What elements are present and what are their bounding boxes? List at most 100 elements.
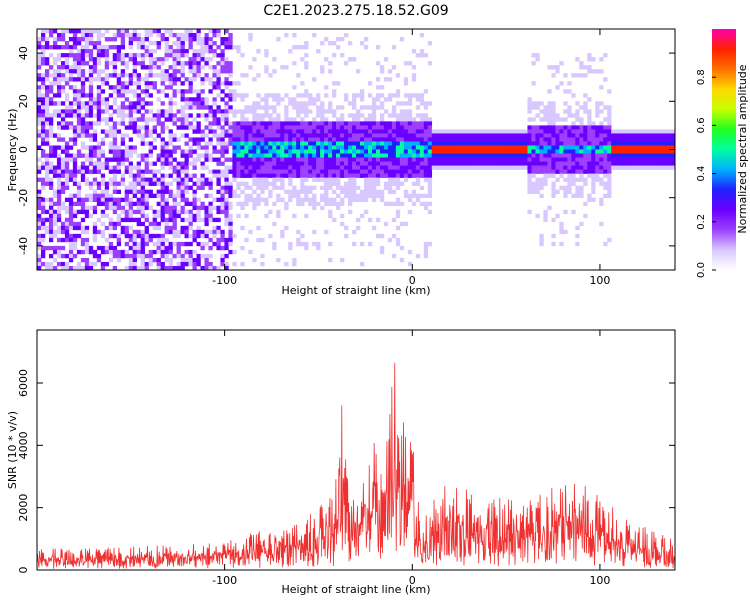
spectrogram-cell: [459, 165, 464, 170]
spectrogram-cell: [144, 109, 149, 114]
spectrogram-cell: [252, 145, 257, 150]
spectrogram-cell: [216, 237, 221, 243]
spectrogram-cell: [312, 33, 317, 38]
spectrogram-cell: [252, 197, 257, 203]
spectrogram-cell: [104, 133, 110, 138]
spectrogram-cell: [519, 141, 524, 146]
spectrogram-cell: [136, 209, 141, 215]
spectrogram-cell: [96, 57, 102, 62]
spectrogram-cell: [595, 161, 600, 166]
spectrogram-cell: [148, 81, 153, 86]
spectrogram-cell: [176, 117, 181, 122]
spectrogram-cell: [583, 165, 588, 170]
spectrogram-cell: [344, 225, 349, 231]
spectrogram-cell: [220, 253, 225, 259]
spectrogram-cell: [260, 113, 265, 118]
spectrogram-cell: [324, 117, 329, 122]
spectrogram-cell: [228, 165, 233, 170]
spectrogram-cell: [100, 69, 106, 74]
spectrogram-cell: [463, 129, 468, 134]
spectrogram-cell: [252, 173, 257, 178]
spectrogram-cell: [132, 189, 137, 194]
spectrogram-cell: [415, 113, 421, 118]
spectrogram-cell: [208, 121, 213, 126]
spectrogram-cell: [575, 233, 580, 239]
spectrogram-cell: [547, 109, 552, 114]
spectrogram-cell: [635, 157, 640, 162]
spectrogram-cell: [136, 217, 141, 223]
spectrogram-cell: [80, 217, 86, 223]
spectrogram-cell: [188, 29, 193, 34]
spectrogram-cell: [531, 149, 536, 154]
spectrogram-cell: [152, 221, 157, 227]
spectrogram-cell: [336, 133, 341, 138]
spectrogram-cell: [371, 181, 377, 186]
spectrogram-cell: [80, 205, 86, 211]
spectrogram-cell: [104, 77, 110, 82]
spectrogram-cell: [168, 45, 173, 50]
spectrogram-cell: [399, 137, 405, 142]
spectrogram-cell: [112, 45, 118, 50]
spectrogram-cell: [340, 165, 345, 170]
spectrogram-cell: [503, 133, 508, 138]
spectrogram-cell: [583, 105, 588, 110]
spectrogram-cell: [40, 53, 46, 58]
spectrogram-cell: [551, 145, 556, 150]
spectrogram-cell: [280, 149, 285, 154]
spectrogram-cell: [128, 105, 133, 110]
spectrogram-cell: [419, 161, 425, 166]
spectrogram-cell: [84, 165, 90, 170]
spectrogram-cell: [643, 161, 648, 166]
spectrogram-cell: [156, 225, 161, 231]
spectrogram-cell: [352, 121, 357, 126]
spectrogram-cell: [164, 109, 169, 114]
spectrogram-cell: [563, 145, 568, 150]
spectrogram-cell: [236, 141, 241, 146]
spectrogram-cell: [531, 157, 536, 162]
spectrogram-cell: [112, 101, 118, 106]
spectrogram-cell: [635, 129, 640, 134]
spectrogram-cell: [252, 101, 257, 106]
spectrogram-cell: [607, 165, 612, 170]
spectrogram-cell: [108, 129, 114, 134]
spectrogram-cell: [415, 121, 421, 126]
spectrogram-cell: [64, 161, 70, 166]
spectrogram-cell: [37, 237, 42, 243]
spectrogram-cell: [88, 145, 94, 150]
spectrogram-cell: [88, 85, 94, 90]
spectrogram-cell: [399, 245, 405, 251]
spectrogram-cell: [100, 193, 106, 198]
spectrogram-cell: [252, 189, 257, 194]
spectrogram-cell: [37, 113, 42, 118]
spectrogram-cell: [395, 161, 401, 166]
spectrogram-cell: [108, 233, 114, 239]
spectrogram-cell: [663, 157, 668, 162]
spectrogram-cell: [316, 169, 321, 174]
spectrogram-cell: [184, 249, 189, 255]
spectrogram-cell: [76, 193, 82, 198]
spectrogram-cell: [37, 145, 42, 150]
spectrogram-cell: [543, 173, 548, 178]
spectrogram-cell: [168, 101, 173, 106]
spectrogram-cell: [180, 49, 185, 54]
spectrogram-cell: [116, 217, 122, 223]
spectrogram-cell: [64, 149, 70, 154]
spectrogram-cell: [611, 137, 616, 142]
spectrogram-cell: [527, 97, 532, 102]
spectrogram-cell: [280, 121, 285, 126]
spectrogram-cell: [172, 137, 177, 142]
spectrogram-cell: [37, 93, 42, 98]
spectrogram-cell: [359, 89, 365, 94]
spectrogram-cell: [88, 197, 94, 203]
spectrogram-cell: [423, 125, 429, 130]
spectrogram-cell: [44, 165, 50, 170]
spectrogram-cell: [76, 209, 82, 215]
spectrogram-cell: [599, 101, 604, 106]
spectrogram-cell: [120, 141, 126, 146]
spectrogram-cell: [92, 105, 98, 110]
spectrogram-cell: [40, 117, 46, 122]
spectrogram-cell: [148, 205, 153, 211]
spectrogram-cell: [264, 133, 269, 138]
spectrogram-cell: [48, 261, 54, 267]
spectrogram-cell: [240, 169, 245, 174]
